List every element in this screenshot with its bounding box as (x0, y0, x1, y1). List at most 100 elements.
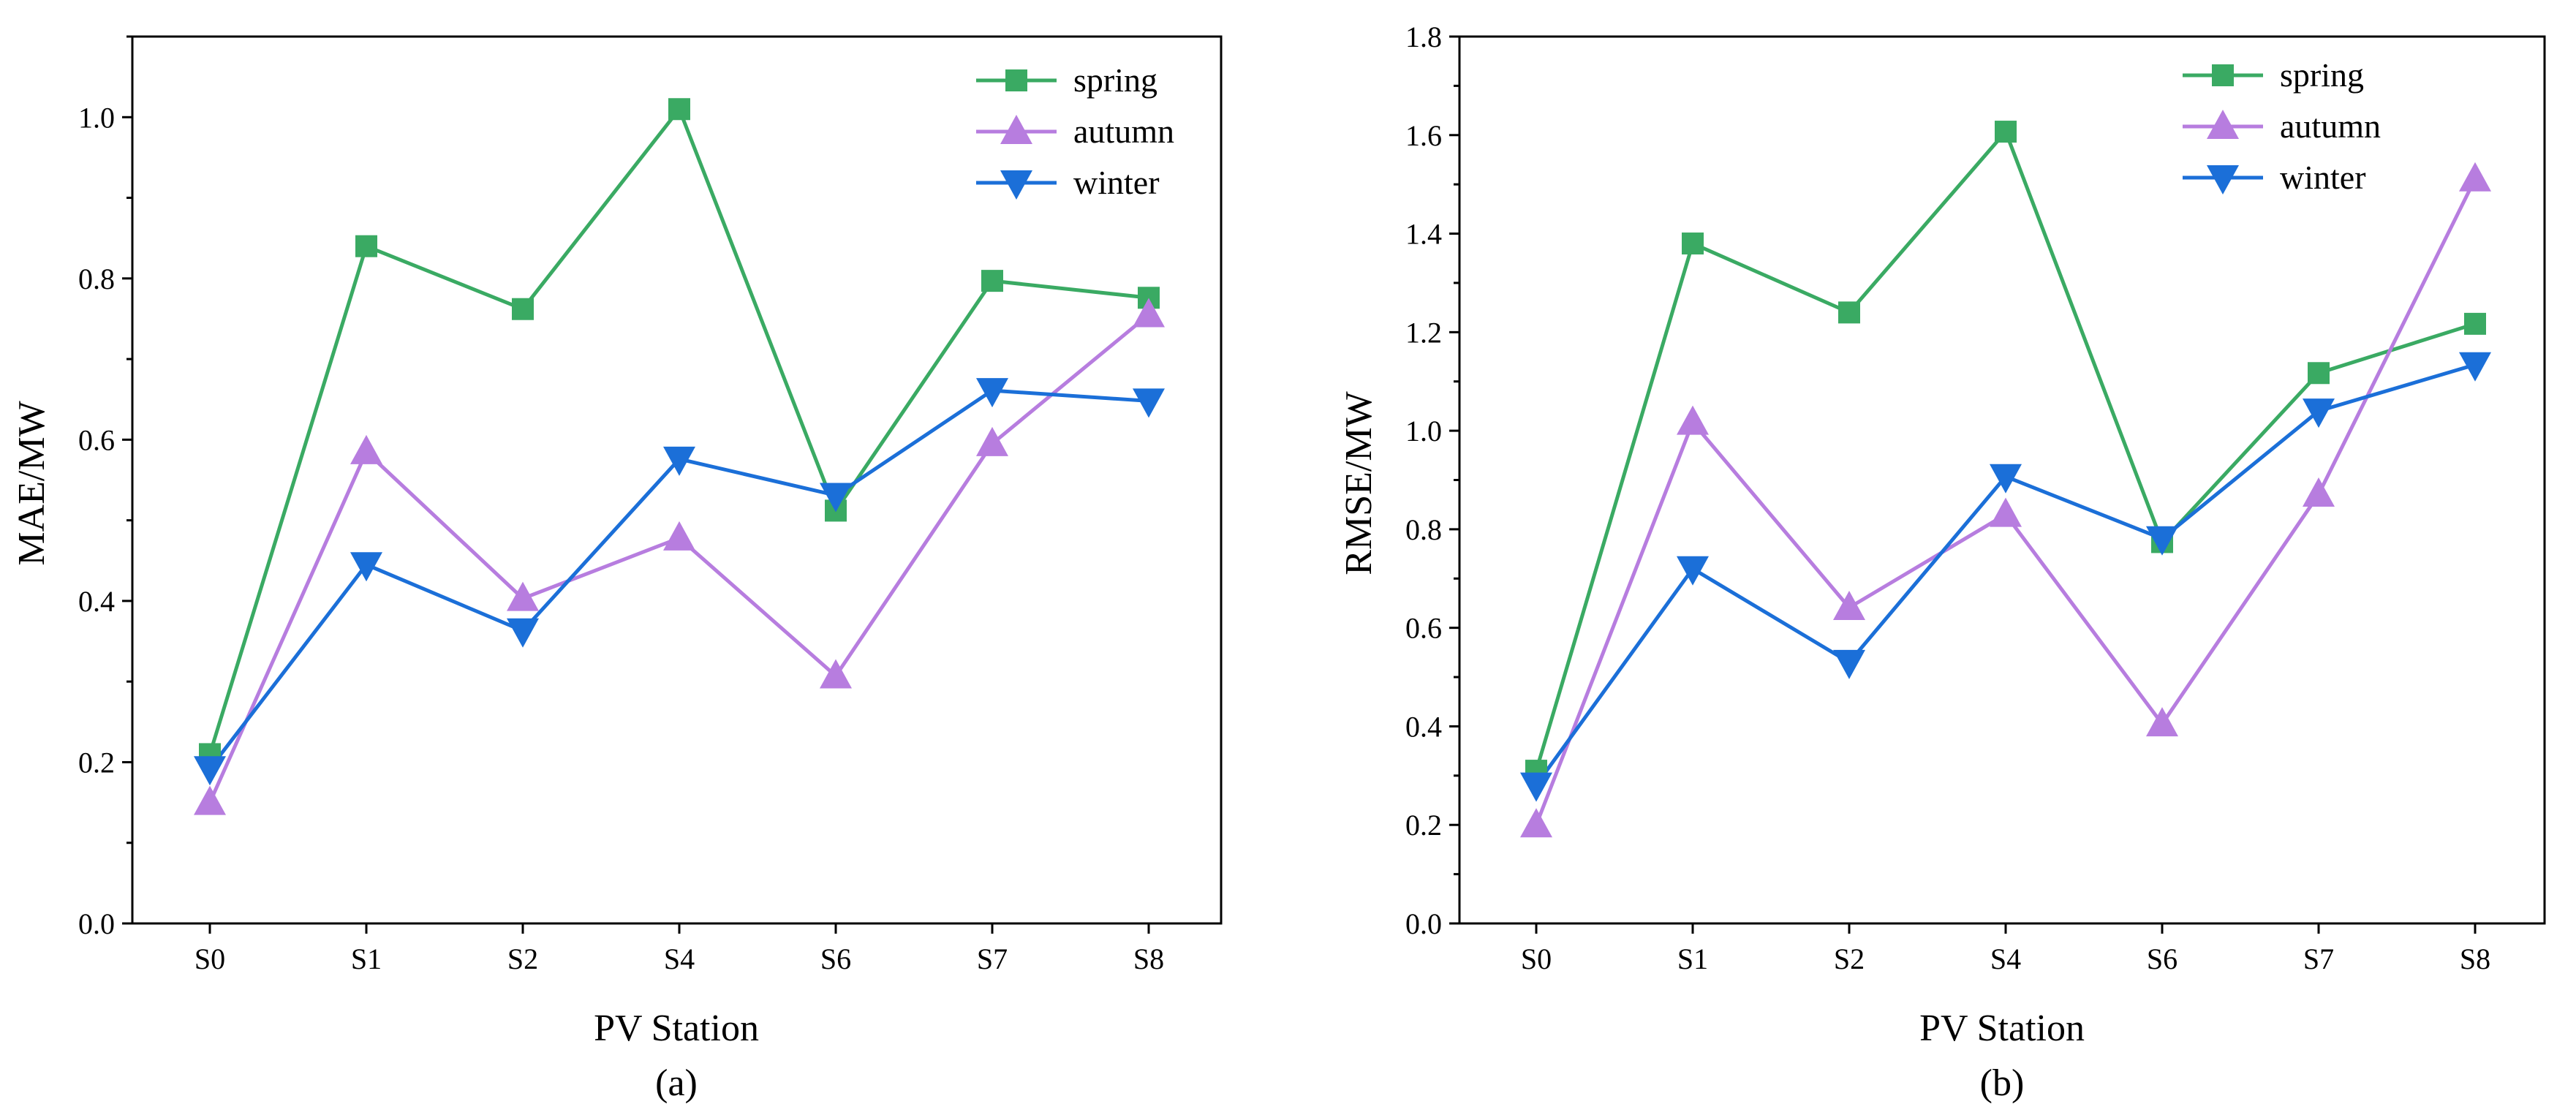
chart-panel-a: 0.0 0.2 0.4 0.6 0.8 1.0 S0 S1 S2 S4 S6 S7 S8 spring a… (11, 35, 1223, 1104)
x-tick-label: S4 (664, 942, 695, 975)
data-point-winter (1520, 772, 1552, 802)
data-point-winter (2146, 526, 2178, 556)
data-point-autumn (1133, 298, 1165, 328)
data-point-spring (981, 270, 1003, 292)
legend-a: spring autumn winter (976, 61, 1174, 201)
data-point-spring (355, 235, 377, 257)
data-point-autumn (2146, 707, 2178, 737)
data-point-winter (2459, 352, 2491, 382)
y-tick-label: 1.8 (1405, 20, 1442, 53)
data-point-autumn (194, 785, 226, 815)
x-tick-label: S6 (2147, 942, 2177, 975)
y-axis-title-b: RMSE/MW (1338, 391, 1380, 575)
series-layer-a (194, 98, 1165, 815)
y-tick-label: 0.2 (1405, 809, 1442, 842)
data-point-autumn (507, 581, 539, 611)
legend-b: spring autumn winter (2183, 56, 2381, 196)
legend-marker (1005, 69, 1027, 91)
axis-ticks-b: 0.0 0.2 0.4 0.6 0.8 1.0 1.2 1.4 1.6 1.8 S0 S1 S2 S4 S6… (1405, 20, 2490, 975)
legend-label: spring (2280, 56, 2364, 94)
x-axis-title-a: PV Station (594, 1008, 759, 1049)
legend-item-autumn: autumn (976, 113, 1174, 150)
data-point-winter (350, 552, 382, 582)
y-tick-label: 0.8 (78, 262, 115, 295)
data-point-winter (976, 378, 1008, 408)
data-point-autumn (350, 434, 382, 464)
y-tick-label: 1.2 (1405, 316, 1442, 349)
x-tick-label: S1 (351, 942, 382, 975)
y-tick-label: 1.0 (1405, 415, 1442, 447)
legend-label: winter (2280, 159, 2366, 196)
x-tick-label: S1 (1677, 942, 1708, 975)
y-tick-label: 0.6 (1405, 612, 1442, 645)
y-tick-label: 0.4 (1405, 710, 1442, 743)
y-tick-label: 0.8 (1405, 513, 1442, 546)
y-tick-label: 1.6 (1405, 119, 1442, 152)
data-point-winter (820, 483, 852, 513)
x-tick-label: S8 (1133, 942, 1164, 975)
data-point-winter (507, 618, 539, 648)
y-axis-title-a: MAE/MW (11, 401, 53, 565)
data-point-autumn (1833, 591, 1865, 621)
data-point-winter (663, 446, 695, 476)
x-tick-label: S7 (977, 942, 1008, 975)
legend-label: autumn (1073, 113, 1174, 150)
legend-label: autumn (2280, 107, 2381, 145)
data-point-winter (1133, 388, 1165, 418)
panel-label-a: (a) (655, 1062, 698, 1104)
legend-item-spring: spring (976, 61, 1157, 99)
data-point-autumn (1990, 497, 2022, 527)
x-tick-label: S4 (1990, 942, 2021, 975)
y-tick-label: 0.0 (1405, 907, 1442, 940)
legend-marker (2207, 165, 2239, 194)
legend-marker (1000, 170, 1032, 200)
data-point-autumn (663, 521, 695, 551)
axis-ticks-a: 0.0 0.2 0.4 0.6 0.8 1.0 S0 S1 S2 S4 S6 S7 S8 (78, 35, 1164, 975)
legend-label: winter (1073, 164, 1160, 201)
x-tick-label: S7 (2303, 942, 2334, 975)
data-point-spring (2308, 362, 2330, 385)
data-point-autumn (976, 426, 1008, 456)
legend-marker (2207, 110, 2239, 139)
x-tick-label: S2 (507, 942, 538, 975)
legend-item-spring: spring (2183, 56, 2364, 94)
x-tick-label: S2 (1834, 942, 1865, 975)
legend-item-winter: winter (2183, 159, 2366, 196)
plot-frame-a (131, 35, 1223, 925)
x-tick-label: S8 (2460, 942, 2490, 975)
x-tick-label: S0 (194, 942, 225, 975)
legend-marker (2212, 64, 2234, 86)
legend-marker (1000, 115, 1032, 144)
series-layer-b (1520, 121, 2491, 838)
data-point-spring (668, 98, 690, 121)
legend-item-winter: winter (976, 164, 1160, 201)
y-tick-label: 1.0 (78, 101, 115, 134)
data-point-winter (1833, 649, 1865, 679)
data-point-spring (1682, 233, 1704, 255)
x-axis-title-b: PV Station (1919, 1008, 2085, 1049)
data-point-winter (1677, 556, 1709, 586)
panel-label-b: (b) (1980, 1062, 2025, 1104)
y-tick-label: 1.4 (1405, 218, 1442, 251)
y-tick-label: 0.2 (78, 746, 115, 779)
y-tick-label: 0.4 (78, 585, 115, 618)
data-point-winter (1990, 464, 2022, 494)
data-point-spring (512, 298, 534, 320)
chart-panel-b: 0.0 0.2 0.4 0.6 0.8 1.0 1.2 1.4 1.6 1.8 S0 S1 S2 S4 S6… (1338, 20, 2546, 1104)
data-point-autumn (1520, 808, 1552, 838)
data-point-autumn (1677, 405, 1709, 435)
data-point-spring (2464, 312, 2486, 335)
data-point-autumn (820, 659, 852, 689)
data-point-winter (2303, 398, 2335, 428)
x-tick-label: S0 (1521, 942, 1552, 975)
data-point-winter (194, 756, 226, 786)
legend-item-autumn: autumn (2183, 107, 2381, 145)
data-point-autumn (2459, 162, 2491, 192)
data-point-spring (1995, 121, 2017, 143)
data-point-autumn (2303, 477, 2335, 507)
y-tick-label: 0.6 (78, 423, 115, 456)
plot-border (131, 35, 1223, 925)
y-tick-label: 0.0 (78, 907, 115, 940)
data-point-spring (1838, 301, 1860, 324)
